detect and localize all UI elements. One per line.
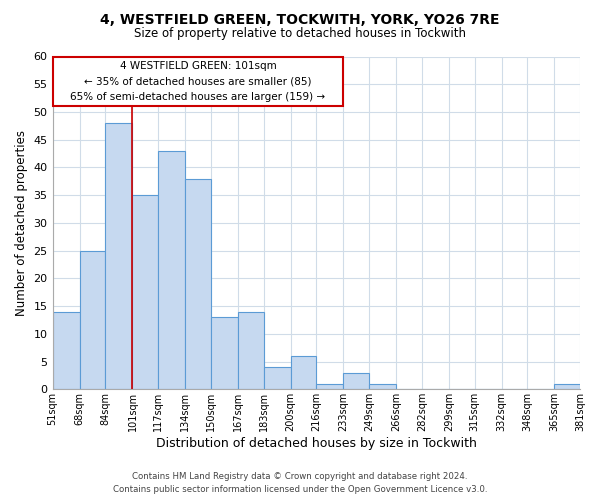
Y-axis label: Number of detached properties: Number of detached properties xyxy=(15,130,28,316)
Bar xyxy=(343,372,369,390)
FancyBboxPatch shape xyxy=(53,56,343,106)
Bar xyxy=(290,356,316,390)
Bar xyxy=(158,151,185,390)
Bar xyxy=(80,250,105,390)
Text: Size of property relative to detached houses in Tockwith: Size of property relative to detached ho… xyxy=(134,28,466,40)
Bar xyxy=(133,195,158,390)
Bar xyxy=(185,178,211,390)
Bar xyxy=(316,384,343,390)
Bar xyxy=(238,312,263,390)
Bar xyxy=(211,317,238,390)
Bar xyxy=(263,367,290,390)
X-axis label: Distribution of detached houses by size in Tockwith: Distribution of detached houses by size … xyxy=(156,437,477,450)
Bar xyxy=(369,384,396,390)
Bar xyxy=(554,384,580,390)
Text: Contains HM Land Registry data © Crown copyright and database right 2024.
Contai: Contains HM Land Registry data © Crown c… xyxy=(113,472,487,494)
Bar xyxy=(105,123,133,390)
Bar xyxy=(53,312,80,390)
Text: 4, WESTFIELD GREEN, TOCKWITH, YORK, YO26 7RE: 4, WESTFIELD GREEN, TOCKWITH, YORK, YO26… xyxy=(100,12,500,26)
Text: 4 WESTFIELD GREEN: 101sqm
← 35% of detached houses are smaller (85)
65% of semi-: 4 WESTFIELD GREEN: 101sqm ← 35% of detac… xyxy=(70,61,326,102)
